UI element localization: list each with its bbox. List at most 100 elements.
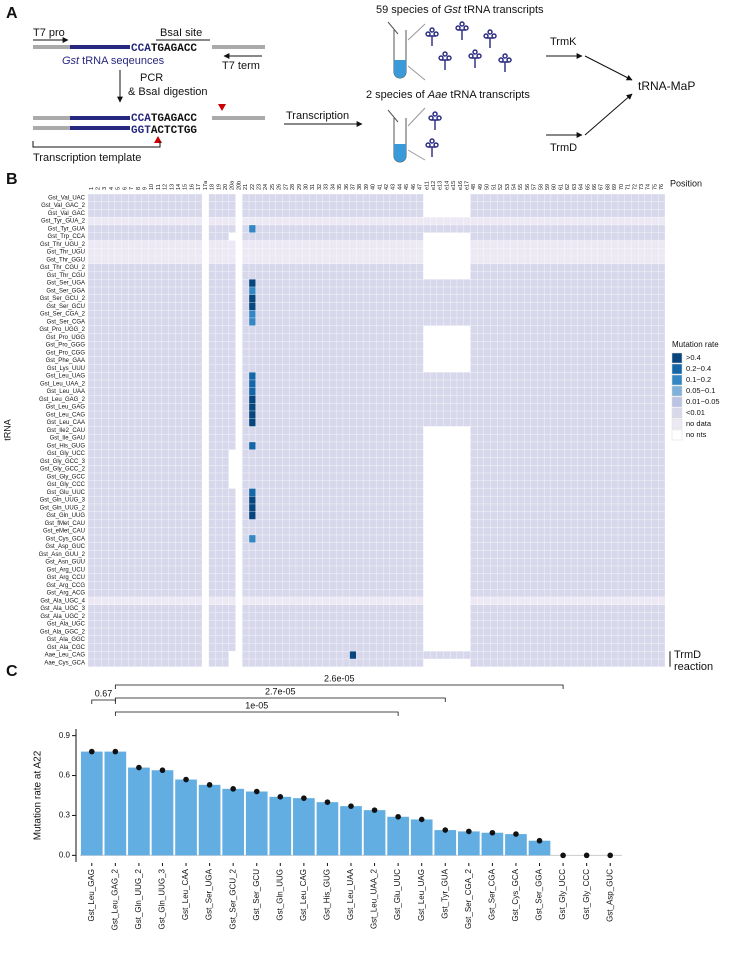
cell	[376, 542, 384, 551]
cell	[383, 503, 391, 512]
cell	[591, 519, 599, 528]
cell	[228, 333, 236, 342]
cell	[309, 255, 317, 264]
cell	[631, 232, 639, 241]
cell	[262, 379, 270, 388]
cell	[208, 581, 216, 590]
cell	[631, 573, 639, 582]
cell	[295, 333, 303, 342]
cell	[503, 232, 511, 241]
cell	[188, 341, 196, 350]
cell	[201, 604, 209, 613]
cell	[456, 620, 464, 629]
cell	[430, 441, 438, 450]
cell	[128, 604, 136, 613]
cell	[523, 434, 531, 443]
cell	[336, 503, 344, 512]
cell	[403, 480, 411, 489]
x-tick-label: 18	[210, 184, 216, 190]
cell	[638, 511, 645, 520]
cell	[168, 403, 176, 412]
cell	[658, 379, 666, 388]
cell	[597, 248, 605, 257]
cell	[638, 348, 645, 357]
cell	[597, 488, 605, 497]
cell	[658, 364, 666, 373]
cell	[342, 449, 350, 458]
cell	[215, 581, 223, 590]
cell	[128, 193, 136, 202]
cell	[450, 217, 458, 226]
x-tick-label: 74	[646, 184, 652, 190]
cell	[356, 294, 364, 303]
cell	[611, 224, 619, 233]
cell	[631, 542, 639, 551]
cell	[168, 480, 176, 489]
cell	[208, 317, 216, 326]
cell	[423, 410, 431, 419]
cell	[550, 434, 558, 443]
cell	[222, 193, 230, 202]
cell	[517, 503, 525, 512]
cell	[362, 457, 370, 466]
cell	[389, 573, 397, 582]
cell	[369, 209, 377, 218]
cell	[349, 325, 357, 334]
cell	[242, 472, 250, 481]
cell	[242, 325, 250, 334]
cell	[289, 441, 297, 450]
cell	[544, 503, 552, 512]
cell	[302, 496, 310, 505]
cell	[161, 248, 169, 257]
cell	[624, 542, 632, 551]
cell	[201, 503, 209, 512]
cell	[624, 565, 632, 574]
cell	[430, 302, 438, 311]
cell	[577, 465, 585, 474]
cell	[141, 565, 149, 574]
cell	[497, 348, 505, 357]
cell	[302, 310, 310, 319]
cell	[651, 263, 659, 272]
cell	[336, 550, 344, 559]
cell	[342, 589, 350, 598]
cell	[537, 604, 545, 613]
cell	[282, 348, 290, 357]
cell	[148, 488, 156, 497]
cell	[443, 224, 451, 233]
cell	[215, 565, 223, 574]
cell	[188, 596, 196, 605]
cell	[396, 201, 404, 210]
cell	[436, 620, 444, 629]
cell	[168, 271, 176, 280]
cell	[222, 209, 230, 218]
cell	[423, 472, 431, 481]
cell	[269, 410, 276, 419]
cell	[201, 294, 209, 303]
cell	[269, 341, 276, 350]
cell	[383, 240, 391, 249]
cell	[349, 441, 357, 450]
cell	[302, 511, 310, 520]
cell	[248, 426, 256, 435]
cell	[168, 534, 176, 543]
cell	[564, 426, 572, 435]
cell	[275, 418, 283, 427]
cell	[134, 341, 142, 350]
cell	[329, 193, 337, 202]
row-label: Gst_Ala_UGC	[47, 622, 86, 628]
cell	[436, 286, 444, 295]
cell	[631, 441, 639, 450]
cell	[175, 426, 183, 435]
cell	[222, 286, 230, 295]
cell	[483, 372, 491, 381]
cell	[349, 317, 357, 326]
cell	[450, 294, 458, 303]
cell	[148, 395, 156, 404]
cell	[591, 558, 599, 567]
cell	[644, 503, 652, 512]
cell	[490, 255, 498, 264]
cell	[557, 271, 565, 280]
cell	[255, 279, 263, 288]
cell	[510, 193, 518, 202]
